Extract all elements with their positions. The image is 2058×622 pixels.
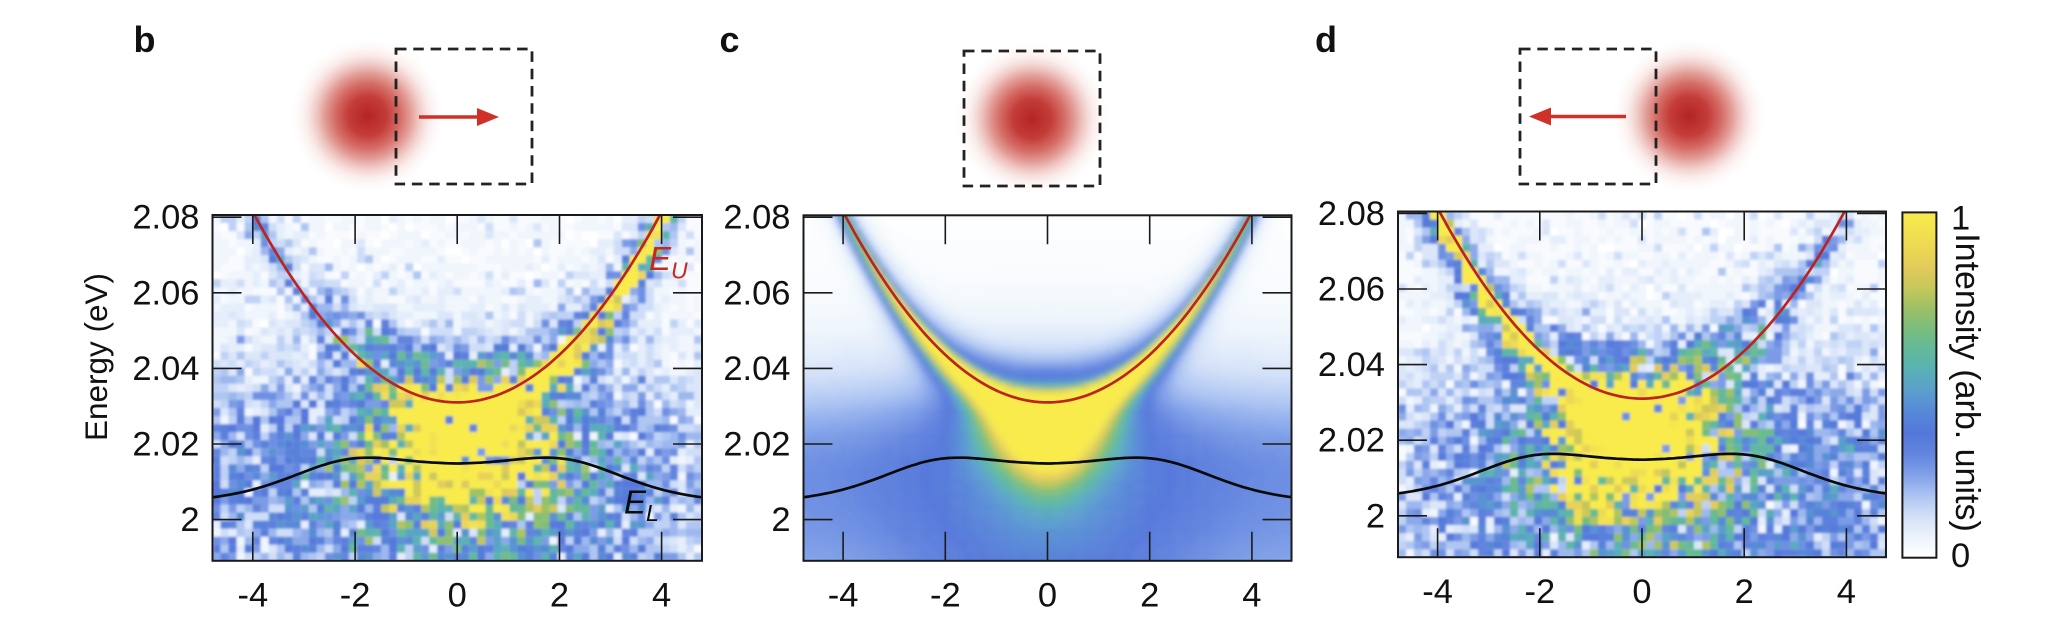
svg-text:2.06: 2.06 <box>723 274 790 312</box>
svg-text:2: 2 <box>550 577 569 615</box>
svg-text:2.04: 2.04 <box>132 350 199 388</box>
svg-text:-2: -2 <box>340 577 371 615</box>
svg-text:2.04: 2.04 <box>723 350 790 388</box>
svg-text:2: 2 <box>1366 497 1385 535</box>
svg-text:2.02: 2.02 <box>1318 422 1385 460</box>
svg-text:-4: -4 <box>1422 573 1453 611</box>
svg-text:d: d <box>1315 19 1337 60</box>
svg-text:2.06: 2.06 <box>132 274 199 312</box>
svg-text:b: b <box>134 19 156 60</box>
svg-text:-2: -2 <box>1524 573 1555 611</box>
svg-text:2: 2 <box>180 501 199 539</box>
svg-text:0: 0 <box>1632 573 1651 611</box>
svg-text:0: 0 <box>1951 537 1970 575</box>
svg-text:4: 4 <box>1837 573 1856 611</box>
svg-text:c: c <box>720 19 740 60</box>
svg-text:2: 2 <box>1735 573 1754 611</box>
svg-text:2.06: 2.06 <box>1318 271 1385 309</box>
svg-text:2.08: 2.08 <box>1318 195 1385 233</box>
svg-text:2.02: 2.02 <box>132 426 199 464</box>
svg-text:0: 0 <box>448 577 467 615</box>
svg-text:2.08: 2.08 <box>132 199 199 237</box>
svg-text:-2: -2 <box>930 577 961 615</box>
svg-text:1: 1 <box>1951 200 1970 238</box>
svg-text:4: 4 <box>652 577 671 615</box>
svg-text:2: 2 <box>1140 577 1159 615</box>
svg-text:Intensity (arb. units): Intensity (arb. units) <box>1948 233 1986 532</box>
svg-text:4: 4 <box>1242 577 1261 615</box>
svg-text:2.08: 2.08 <box>723 199 790 237</box>
svg-text:-4: -4 <box>828 577 859 615</box>
svg-text:2.02: 2.02 <box>723 426 790 464</box>
svg-text:2: 2 <box>771 501 790 539</box>
svg-text:0: 0 <box>1038 577 1057 615</box>
svg-text:-4: -4 <box>237 577 268 615</box>
svg-text:2.04: 2.04 <box>1318 346 1385 384</box>
svg-text:Energy (eV): Energy (eV) <box>78 273 114 441</box>
